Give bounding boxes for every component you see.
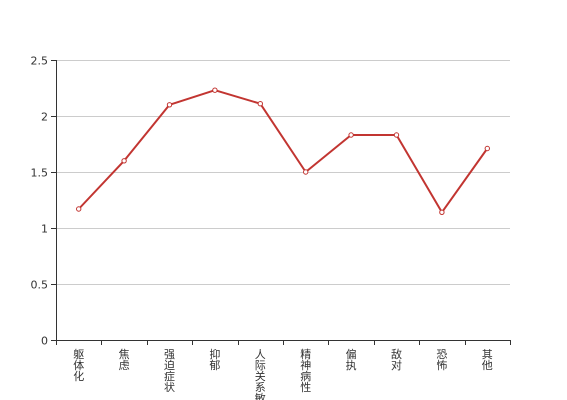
- y-tick-label: 1: [41, 223, 48, 236]
- y-tick-label: 2.5: [31, 55, 49, 68]
- x-category-label: 其他: [482, 348, 493, 372]
- x-category-label: 人际关系敏感: [255, 348, 266, 400]
- data-point[interactable]: [212, 87, 218, 93]
- x-category-label: 精神病性: [300, 348, 311, 394]
- x-category-label: 恐怖: [436, 348, 447, 372]
- x-category-label: 抑郁: [209, 347, 220, 372]
- data-point[interactable]: [439, 209, 445, 216]
- y-tick-label: 0.5: [31, 279, 49, 292]
- y-tick-label: 2: [41, 111, 48, 124]
- x-category-label: 焦虑: [119, 348, 130, 372]
- data-point[interactable]: [166, 102, 173, 108]
- y-tick-label: 0: [41, 335, 48, 348]
- data-point[interactable]: [257, 101, 263, 107]
- series: [76, 87, 490, 216]
- y-tick-label: 1.5: [31, 167, 49, 180]
- y-axis-tick-labels: 0 0.5 1 1.5 2 2.5: [31, 55, 49, 348]
- series-line: [77, 89, 489, 214]
- data-point[interactable]: [348, 132, 354, 138]
- axes: [51, 60, 511, 345]
- x-category-label: 偏执: [346, 347, 357, 372]
- x-category-label: 敌对: [391, 347, 402, 372]
- data-point[interactable]: [121, 158, 127, 164]
- x-axis-tick-labels: 躯体化 焦虑 强迫症状 抑郁 人际关系敏感 精神病性 偏执 敌对 恐怖 其他: [73, 347, 493, 400]
- x-category-label: 躯体化: [73, 348, 84, 383]
- data-point[interactable]: [393, 132, 400, 138]
- data-point[interactable]: [76, 206, 82, 212]
- data-point[interactable]: [484, 145, 490, 152]
- data-point[interactable]: [303, 169, 309, 175]
- x-category-label: 强迫症状: [164, 348, 175, 394]
- gridlines: [56, 60, 510, 285]
